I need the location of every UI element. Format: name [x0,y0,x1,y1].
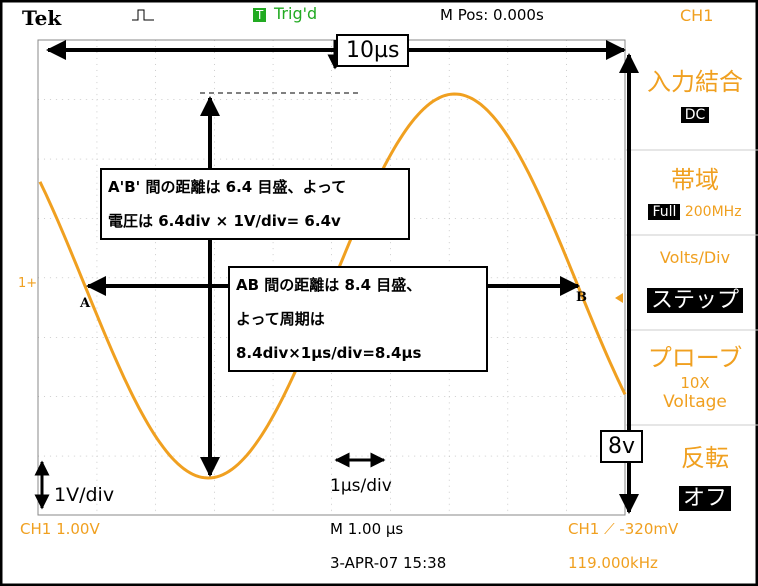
time-scale: M 1.00 µs [330,520,404,538]
time-span: 10µs [336,34,410,67]
volts-div: 1V/div [54,484,115,506]
channel: CH1 [680,6,714,25]
menu-title: Volts/Div [659,248,731,267]
menu-extra: 200MHz [684,204,742,220]
trigger-level: CH1 ⟋ -320mV [568,520,679,538]
menu-title: 帯域 [671,166,719,194]
ch1-scale: CH1 1.00V [20,520,100,538]
voltage-box: A'B' 間の距離は 6.4 目盛、よって 電圧は 6.4div × 1V/di… [100,168,410,240]
menu-title: プローブ [647,344,743,372]
box-line: AB 間の距離は 8.4 目盛、 [236,276,422,294]
box-line: よって周期は [236,310,325,328]
point-a: A [80,296,91,311]
menu-title: 反転 [681,444,729,472]
trig-icon: T [253,8,267,22]
time-div: 1µs/div [330,476,392,496]
box-line: 電圧は 6.4div × 1V/div= 6.4v [108,212,341,230]
frequency: 119.000kHz [568,554,658,572]
ground-marker: 1+ [18,276,38,291]
menu-value: ステップ [646,288,743,313]
box-line: A'B' 間の距離は 6.4 目盛、よって [108,178,347,196]
date: 3-APR-07 15:38 [330,554,447,572]
brand: Tek [22,6,62,30]
point-b: B [576,290,587,305]
menu-title: 入力結合 [647,68,743,96]
menu-value: Full [648,204,681,220]
box-line: 8.4div×1µs/div=8.4µs [236,344,422,362]
period-box: AB 間の距離は 8.4 目盛、 よって周期は 8.4div×1µs/div=8… [228,266,488,372]
menu-value: オフ [678,486,731,511]
menu-value: DC [680,107,710,123]
menu-value: 10X [680,374,710,392]
trig-status: Trig'd [274,4,318,23]
voltage-span: 8v [600,430,644,463]
menu-extra: Voltage [663,392,727,412]
position: M Pos: 0.000s [440,6,544,24]
